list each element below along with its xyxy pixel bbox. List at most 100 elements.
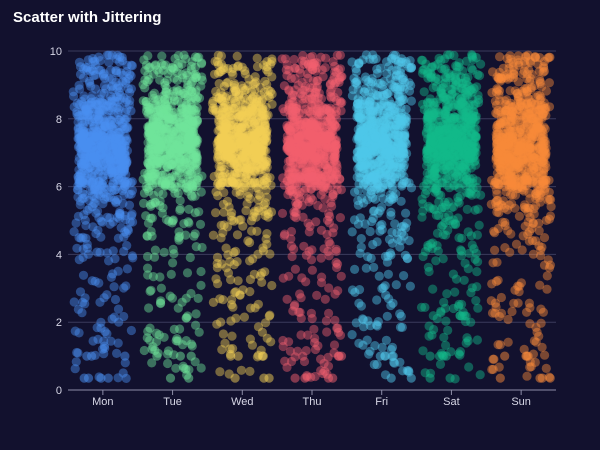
data-point xyxy=(181,336,191,346)
data-point xyxy=(468,178,478,188)
data-point xyxy=(176,104,186,115)
data-point xyxy=(85,177,95,187)
data-point xyxy=(76,175,86,186)
data-point xyxy=(86,148,96,158)
data-point xyxy=(77,116,87,126)
data-point xyxy=(81,103,91,113)
data-point xyxy=(181,293,191,303)
data-point xyxy=(416,302,427,312)
data-point xyxy=(236,215,246,225)
data-point xyxy=(175,204,185,214)
data-point xyxy=(85,139,95,149)
data-point xyxy=(277,54,287,64)
data-point xyxy=(119,164,129,174)
data-point xyxy=(316,278,327,288)
data-point xyxy=(106,116,116,126)
data-point xyxy=(252,226,262,236)
data-point xyxy=(429,324,439,335)
data-point xyxy=(75,196,85,206)
data-point xyxy=(303,128,314,138)
data-point xyxy=(79,64,89,74)
data-point xyxy=(253,195,263,205)
data-point xyxy=(152,136,163,146)
data-point xyxy=(165,180,175,191)
data-point xyxy=(175,351,185,361)
data-point xyxy=(366,253,376,263)
data-point xyxy=(79,158,89,169)
data-point xyxy=(114,149,124,159)
data-point xyxy=(448,102,458,112)
data-point xyxy=(316,253,326,263)
data-point xyxy=(85,149,96,159)
data-point xyxy=(265,249,275,259)
data-point xyxy=(226,153,236,163)
data-point xyxy=(144,158,154,168)
data-point xyxy=(82,239,92,249)
data-point xyxy=(85,139,95,149)
data-point xyxy=(78,244,88,254)
data-point xyxy=(472,230,482,240)
data-point xyxy=(180,120,190,130)
data-point xyxy=(96,157,106,167)
data-point xyxy=(186,141,197,151)
data-point xyxy=(72,98,82,108)
data-point xyxy=(128,217,138,227)
data-point xyxy=(77,129,87,139)
data-point xyxy=(80,299,90,309)
data-point xyxy=(176,143,186,153)
data-point xyxy=(103,101,113,111)
data-point xyxy=(185,138,195,148)
data-point xyxy=(122,264,132,274)
data-point xyxy=(91,84,101,94)
data-point xyxy=(75,172,85,182)
data-point xyxy=(152,175,162,185)
data-point xyxy=(90,156,100,167)
data-point xyxy=(105,156,115,166)
data-point xyxy=(83,158,93,168)
data-point xyxy=(183,144,193,155)
data-point xyxy=(301,346,311,356)
data-point xyxy=(182,113,192,123)
data-point xyxy=(85,154,95,164)
data-point xyxy=(243,175,253,185)
data-point xyxy=(175,168,185,178)
data-point xyxy=(183,137,194,147)
data-point xyxy=(83,110,93,120)
data-point xyxy=(196,187,206,197)
data-point xyxy=(245,194,255,204)
data-point xyxy=(113,173,123,183)
data-point xyxy=(164,114,174,124)
data-point xyxy=(102,329,112,339)
data-point xyxy=(261,137,272,147)
data-point xyxy=(90,165,100,175)
data-point xyxy=(99,336,109,346)
data-point xyxy=(233,276,243,286)
data-point xyxy=(165,145,175,155)
data-point xyxy=(87,202,97,212)
data-point xyxy=(69,227,79,237)
data-point xyxy=(216,162,226,172)
data-point xyxy=(150,121,160,131)
data-point xyxy=(191,85,201,95)
data-point xyxy=(323,361,334,371)
data-point xyxy=(98,142,108,152)
data-point xyxy=(110,166,120,176)
data-point xyxy=(288,90,298,100)
data-point xyxy=(95,56,105,66)
data-point xyxy=(115,207,125,217)
data-point xyxy=(79,156,89,166)
data-point xyxy=(79,153,89,163)
data-point xyxy=(405,281,415,291)
data-point xyxy=(73,348,83,358)
data-point xyxy=(97,132,107,143)
data-point xyxy=(186,65,196,75)
data-point xyxy=(108,102,118,112)
data-point xyxy=(436,158,446,168)
data-point xyxy=(247,101,257,111)
data-point xyxy=(472,282,482,292)
data-point xyxy=(174,158,184,168)
data-point xyxy=(428,204,438,214)
data-point xyxy=(183,116,193,126)
data-point xyxy=(187,87,197,97)
data-point xyxy=(115,156,125,166)
